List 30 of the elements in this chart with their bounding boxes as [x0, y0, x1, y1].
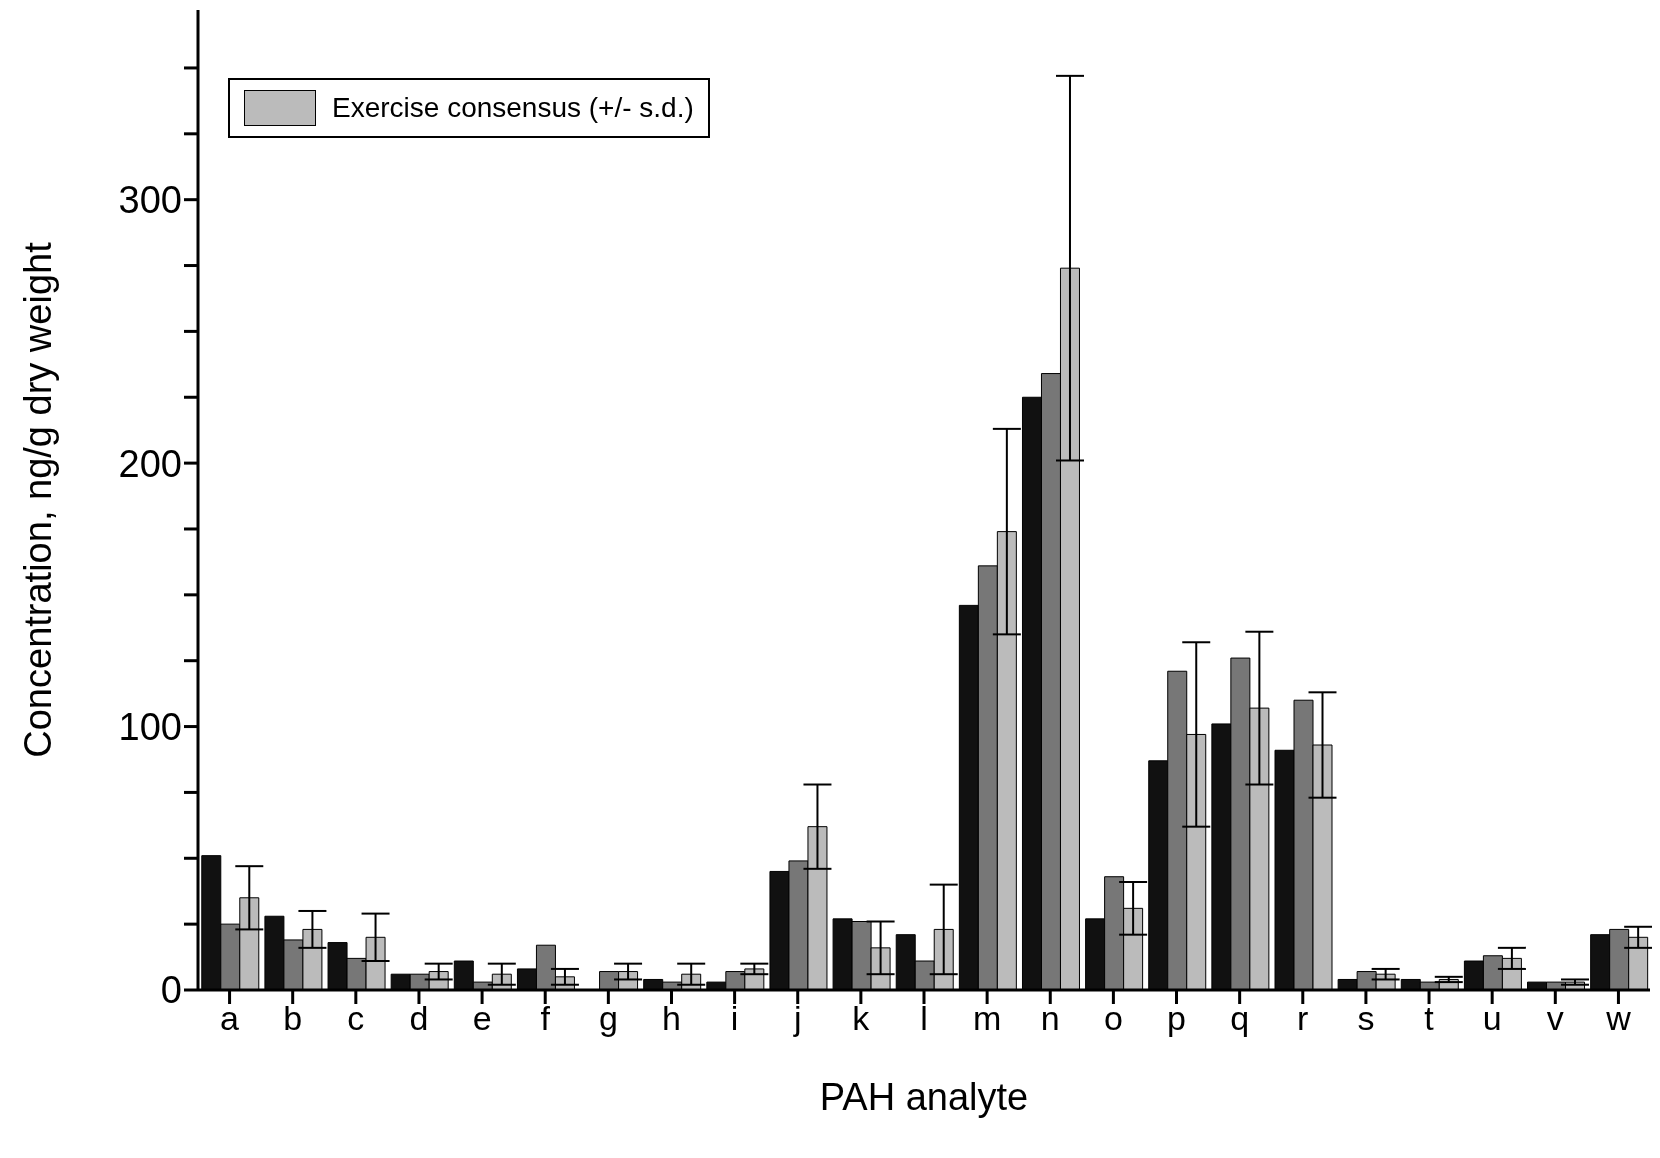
x-tick-label: q [1230, 999, 1250, 1038]
x-tick-label: o [1103, 999, 1123, 1038]
x-tick-label: s [1357, 999, 1375, 1038]
x-tick-label: l [920, 999, 928, 1038]
x-tick-label: p [1167, 999, 1186, 1038]
x-tick-label: r [1297, 999, 1309, 1038]
y-axis-title: Concentration, ng/g dry weight [17, 241, 60, 758]
x-tick-label: w [1605, 999, 1632, 1038]
legend-label: Exercise consensus (+/- s.d.) [332, 92, 694, 124]
x-tick-label: g [598, 999, 618, 1038]
x-tick-label: a [220, 999, 240, 1038]
y-tick-label: 300 [118, 179, 182, 222]
x-tick-label: t [1424, 999, 1435, 1038]
x-tick-label: k [852, 999, 871, 1038]
x-tick-label: u [1482, 999, 1502, 1038]
x-tick-label: d [409, 999, 429, 1038]
y-tick-label: 0 [160, 969, 182, 1012]
x-tick-label: v [1546, 999, 1564, 1038]
y-tick-label: 100 [118, 706, 182, 749]
x-axis-title: PAH analyte [819, 1076, 1029, 1118]
y-tick-label: 200 [118, 442, 182, 485]
x-tick-label: m [972, 999, 1002, 1038]
x-tick-label: f [540, 999, 551, 1038]
x-tick-label: b [283, 999, 303, 1038]
x-tick-label: n [1040, 999, 1060, 1038]
x-tick-label: i [730, 999, 739, 1038]
x-tick-label: e [472, 999, 492, 1038]
x-tick-label: j [792, 999, 802, 1038]
x-tick-label: c [347, 999, 365, 1038]
x-tick-label: h [662, 999, 681, 1038]
